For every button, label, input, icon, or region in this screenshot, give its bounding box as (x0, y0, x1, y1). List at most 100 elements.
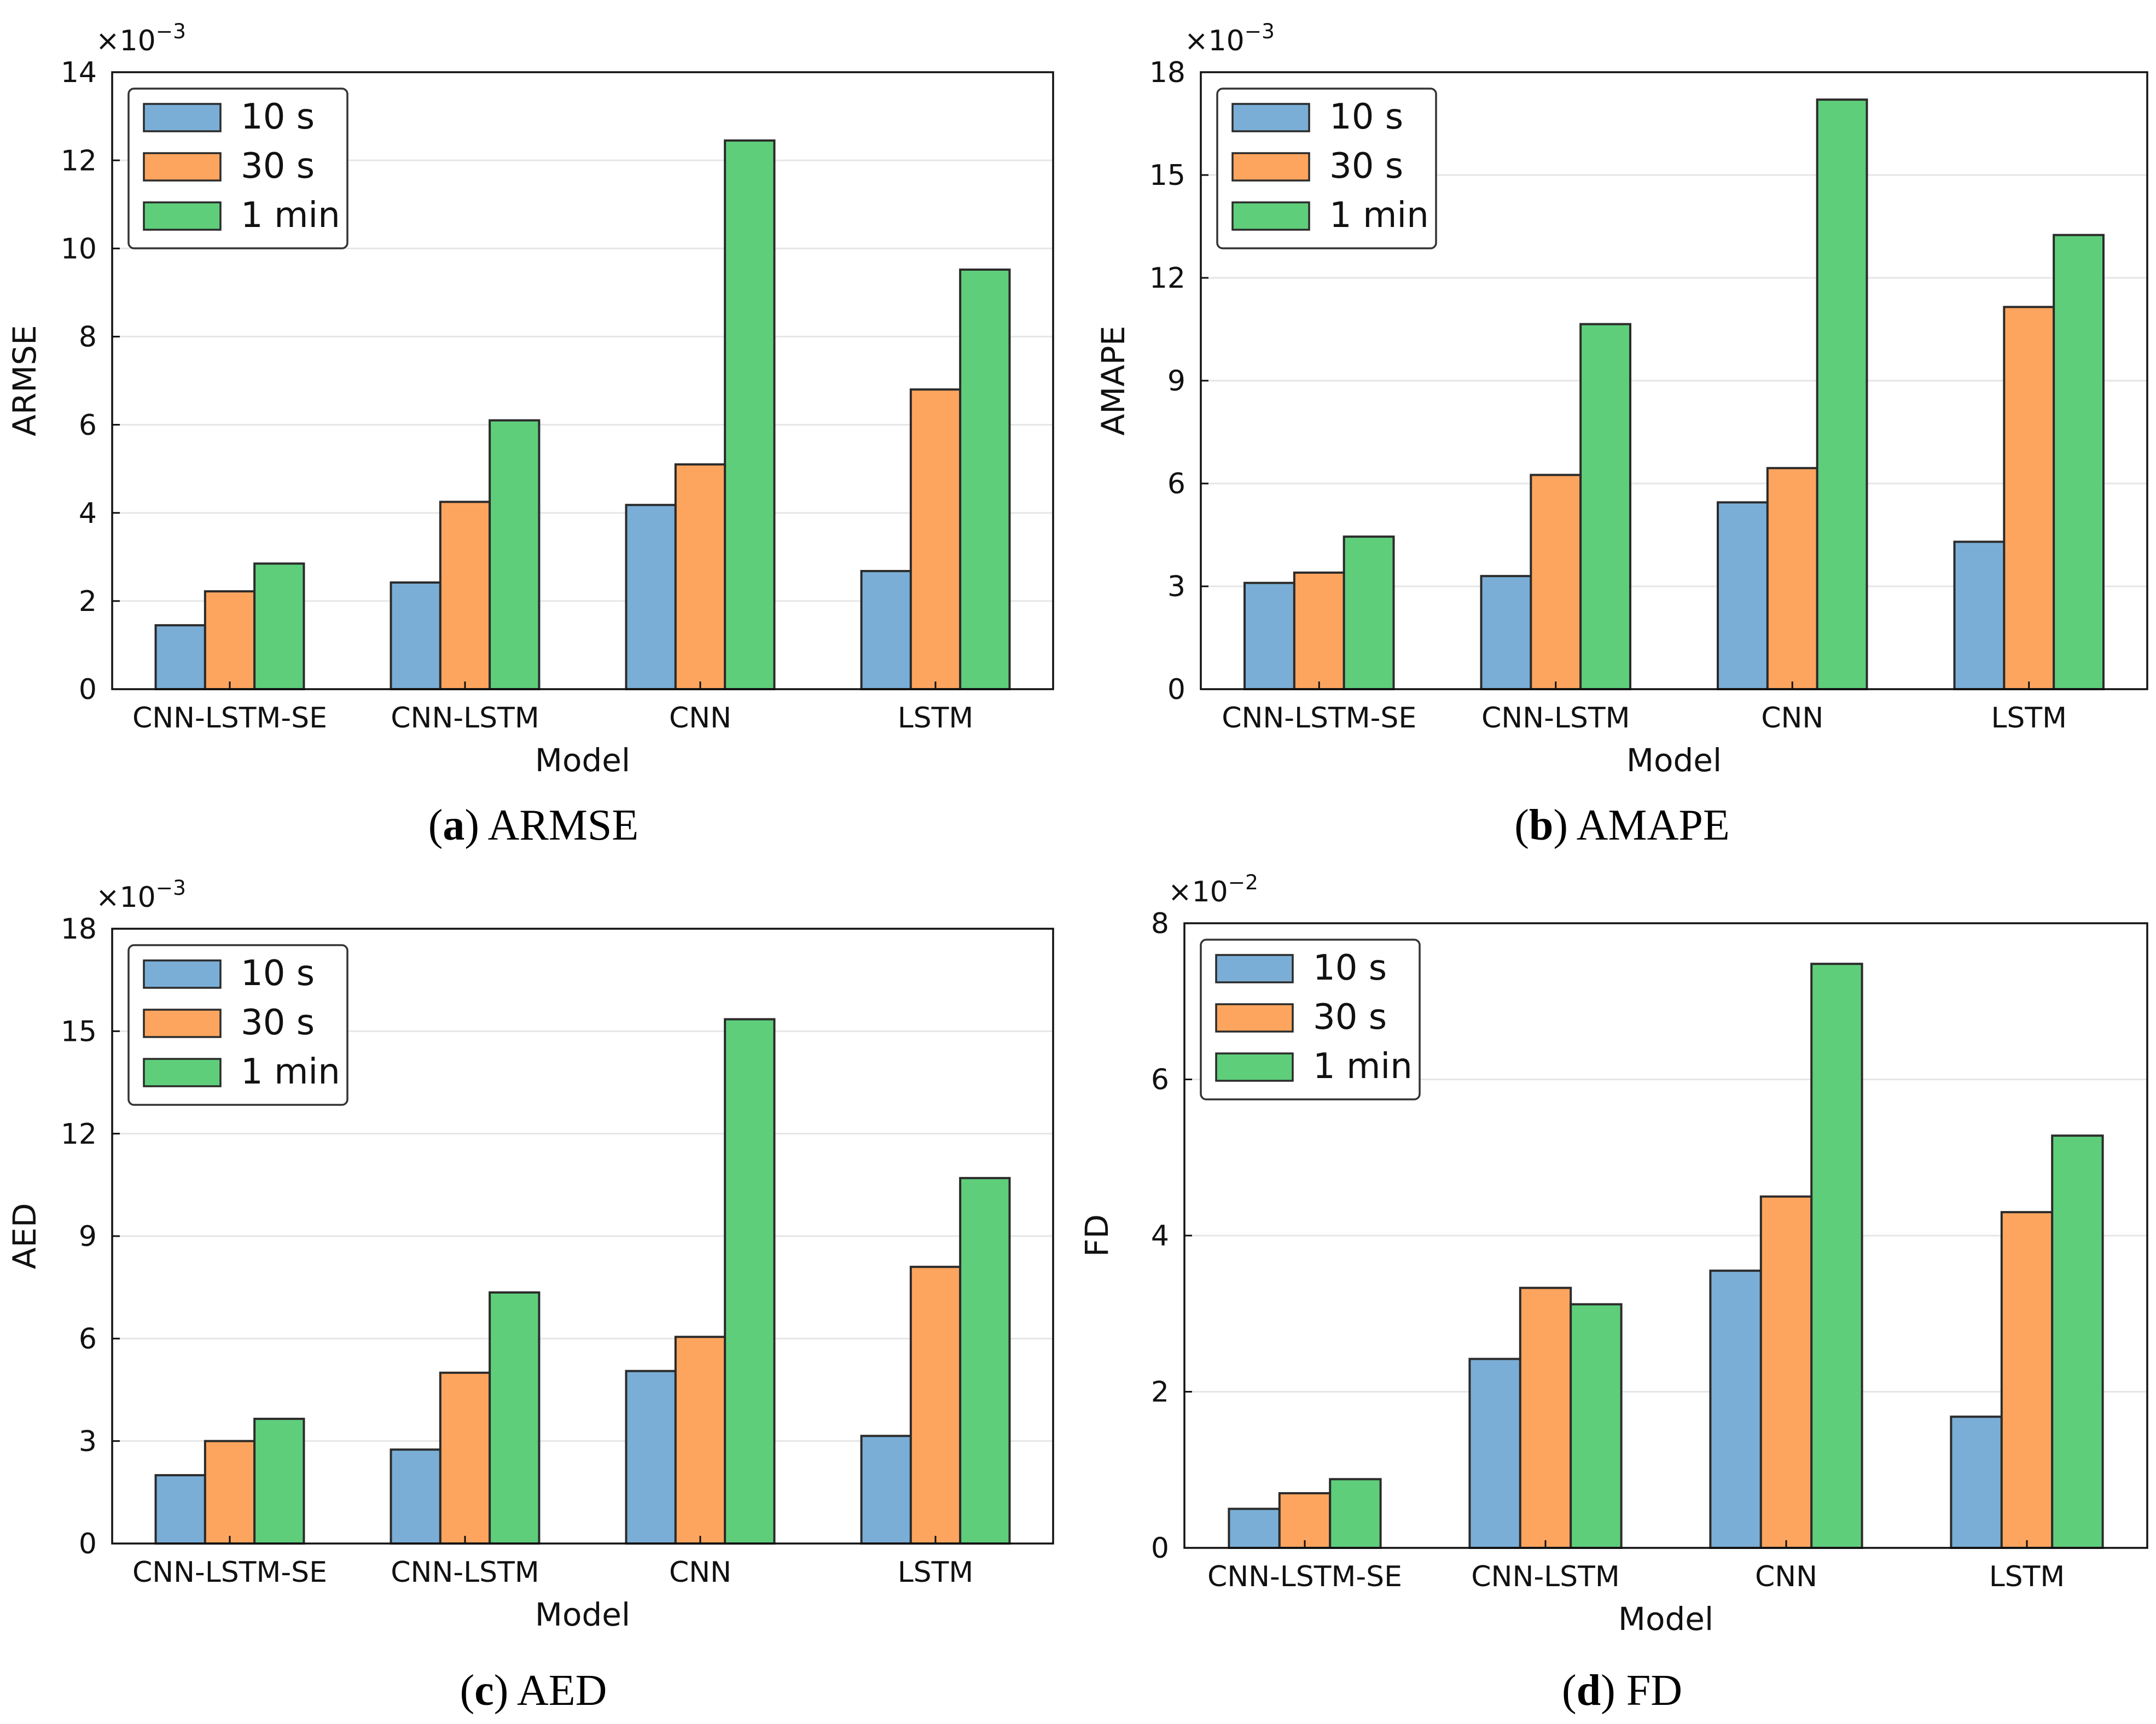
bar-a-10s-CNN (625, 504, 677, 690)
legend-label: 1 min (1313, 1046, 1413, 1087)
caption-b-text: AMAPE (1577, 801, 1730, 849)
bar-a-1min-CNN (724, 139, 776, 690)
y-tick-label: 3 (1167, 570, 1185, 603)
bar-c-1min-CNN-LSTM (489, 1291, 541, 1545)
legend-label: 30 s (241, 1003, 315, 1043)
bar-a-10s-CNN-LSTM-SE (154, 624, 206, 690)
axis-multiplier: ×10−3 (96, 876, 186, 914)
y-tick-label: 6 (79, 409, 97, 442)
x-tick-label: LSTM (1989, 1560, 2065, 1593)
y-tick-label: 6 (79, 1323, 97, 1356)
x-tick-label: CNN (669, 702, 731, 735)
chart-panel-a: 0 2 4 6 8 10 12 14 CNN-LSTM-SE CNN-LSTM CNN LSTM Mod… (6, 19, 1054, 779)
caption-a-label: a (443, 801, 464, 849)
legend-label: 1 min (241, 195, 340, 236)
y-tick-label: 0 (79, 673, 97, 706)
caption-b-label: b (1529, 801, 1554, 849)
plot-frame (111, 71, 1054, 690)
axis-multiplier: ×10−2 (1168, 870, 1258, 908)
y-axis-label: ARMSE (6, 325, 43, 436)
caption-d: (d) FD (1562, 1667, 1682, 1715)
y-tick-label: 2 (79, 585, 97, 618)
bar-c-10s-LSTM (860, 1435, 912, 1545)
bar-d-30s-CNN-LSTM (1519, 1286, 1572, 1550)
x-tick-label: CNN-LSTM-SE (1222, 702, 1416, 735)
x-tick-label: CNN (1761, 702, 1823, 735)
axis-multiplier: ×10−3 (96, 19, 186, 57)
y-tick-label: 8 (1151, 907, 1169, 940)
x-axis-label: Model (535, 742, 630, 779)
bar-b-30s-CNN (1766, 467, 1818, 690)
x-tick-label: CNN-LSTM-SE (132, 702, 327, 735)
caption-c: (c) AED (460, 1667, 607, 1715)
legend-swatch (1231, 152, 1310, 182)
caption-b: (b) AMAPE (1514, 801, 1729, 849)
y-tick-label: 14 (61, 56, 97, 89)
y-axis-label: AMAPE (1095, 325, 1132, 435)
x-tick-label: CNN-LSTM (1471, 1560, 1619, 1593)
y-tick-label: 0 (1151, 1532, 1169, 1565)
y-tick-label: 12 (61, 144, 97, 177)
legend-swatch (1215, 1052, 1294, 1082)
y-tick-label: 4 (79, 497, 97, 530)
legend-label: 30 s (1313, 997, 1387, 1038)
x-tick-label: CNN-LSTM (391, 702, 539, 735)
legend-swatch (143, 103, 222, 132)
bar-c-30s-LSTM (909, 1266, 962, 1545)
bar-c-30s-CNN-LSTM-SE (204, 1440, 256, 1545)
bar-d-1min-CNN-LSTM (1570, 1303, 1623, 1550)
axis-multiplier: ×10−3 (1184, 19, 1275, 57)
y-tick-label: 3 (79, 1425, 97, 1458)
bar-a-10s-LSTM (860, 570, 912, 691)
y-tick-label: 18 (1149, 56, 1185, 89)
bar-a-30s-CNN-LSTM (439, 500, 491, 690)
bar-c-30s-CNN (674, 1336, 727, 1545)
legend-label: 30 s (1329, 146, 1403, 187)
y-tick-label: 0 (1167, 673, 1185, 706)
x-tick-label: CNN-LSTM (391, 1556, 539, 1589)
caption-d-label: d (1577, 1667, 1601, 1715)
bar-b-1min-LSTM (2053, 234, 2105, 690)
x-tick-label: CNN (669, 1556, 731, 1589)
legend-label: 30 s (241, 146, 315, 187)
bar-a-30s-LSTM (909, 388, 962, 690)
bar-c-1min-LSTM (959, 1176, 1011, 1545)
y-tick-label: 15 (1149, 159, 1185, 192)
legend-label: 10 s (241, 97, 315, 137)
bar-a-1min-CNN-LSTM (489, 419, 541, 690)
x-tick-label: CNN (1755, 1560, 1817, 1593)
bar-b-1min-CNN-LSTM-SE (1343, 535, 1395, 691)
bar-c-10s-CNN-LSTM-SE (154, 1474, 206, 1545)
caption-d-text: FD (1626, 1667, 1682, 1715)
legend-swatch (1215, 1003, 1294, 1033)
bar-b-10s-CNN-LSTM-SE (1243, 581, 1295, 690)
bar-d-1min-CNN (1810, 963, 1863, 1549)
legend-label: 10 s (1313, 948, 1387, 988)
bar-d-30s-LSTM (2000, 1211, 2054, 1550)
legend-swatch (143, 959, 222, 989)
caption-a-text: ARMSE (488, 801, 639, 849)
bar-d-1min-CNN-LSTM-SE (1329, 1478, 1382, 1549)
legend-label: 1 min (1329, 195, 1429, 236)
chart-panel-d: 0 2 4 6 8 CNN-LSTM-SE CNN-LSTM CNN LSTM Model FD ×1… (1078, 870, 2148, 1638)
bar-a-30s-CNN-LSTM-SE (204, 590, 256, 691)
x-axis-label: Model (535, 1596, 630, 1633)
y-tick-label: 12 (1149, 262, 1185, 295)
bar-d-30s-CNN (1759, 1195, 1813, 1549)
legend-swatch (1215, 954, 1294, 983)
bar-b-10s-LSTM (1953, 540, 2006, 690)
legend-swatch (143, 1009, 222, 1038)
bar-b-10s-CNN-LSTM (1480, 575, 1532, 690)
legend-label: 10 s (241, 953, 315, 994)
caption-c-text: AED (517, 1667, 607, 1715)
chart-panel-c: 0 3 6 9 12 15 18 CNN-LSTM-SE CNN-LSTM CNN LSTM Mode… (6, 876, 1054, 1633)
y-tick-label: 9 (1167, 365, 1185, 398)
legend-swatch (143, 1058, 222, 1087)
bar-d-10s-LSTM (1950, 1416, 2003, 1549)
y-tick-label: 15 (61, 1016, 97, 1049)
y-tick-label: 6 (1167, 468, 1185, 500)
y-tick-label: 10 (61, 232, 97, 265)
y-tick-label: 12 (61, 1118, 97, 1151)
x-tick-label: CNN-LSTM-SE (132, 1556, 327, 1589)
